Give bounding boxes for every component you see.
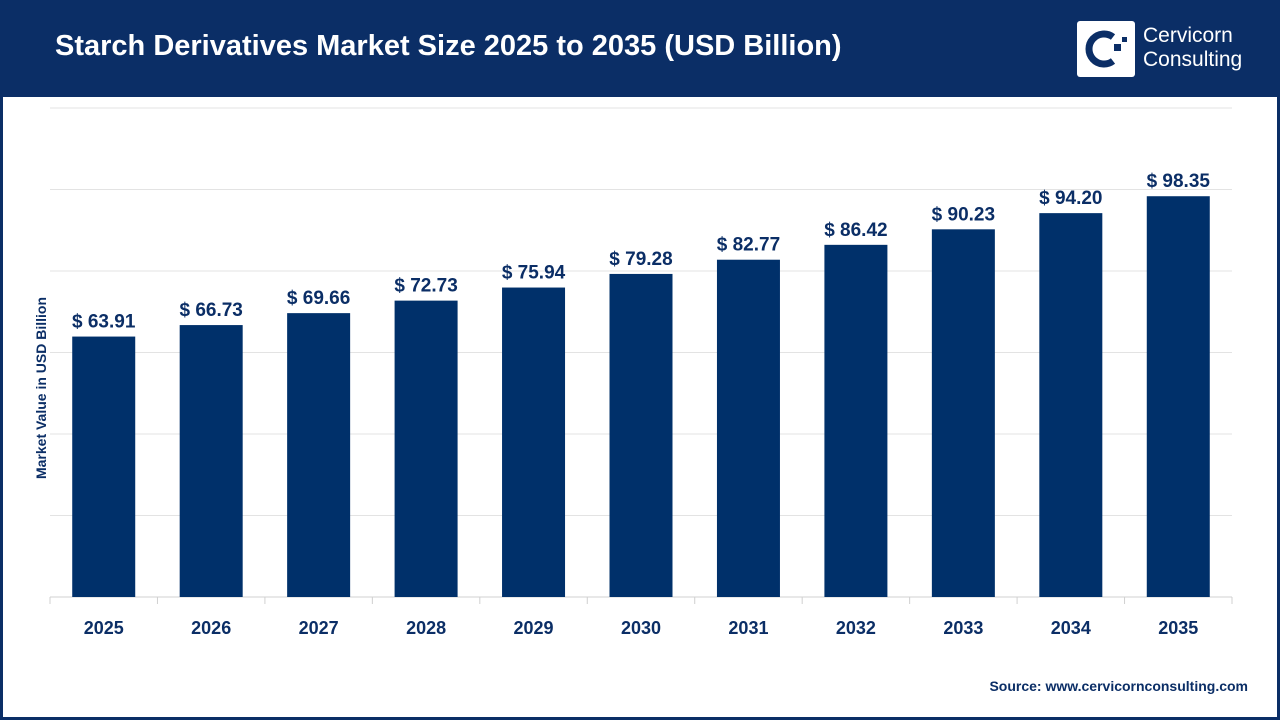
x-tick-label: 2028 [406, 618, 446, 638]
x-tick-label: 2030 [621, 618, 661, 638]
cervicorn-logo-icon [1077, 21, 1135, 77]
x-tick-label: 2031 [728, 618, 768, 638]
data-label: $ 66.73 [179, 300, 242, 321]
data-label: $ 90.23 [932, 204, 995, 225]
x-tick-label: 2033 [943, 618, 983, 638]
data-label: $ 75.94 [502, 263, 566, 284]
logo-text-line2: Consulting [1143, 48, 1243, 71]
bar-2030 [609, 273, 673, 597]
chart-title: Starch Derivatives Market Size 2025 to 2… [55, 30, 842, 62]
logo-text-line1: Cervicorn [1143, 24, 1233, 47]
bar-2029 [502, 287, 566, 597]
bar-2031 [716, 259, 780, 597]
x-tick-label: 2034 [1051, 618, 1091, 638]
data-label: $ 98.35 [1147, 171, 1211, 192]
bar-2028 [394, 300, 458, 597]
logo-text: Cervicorn Consulting [1143, 24, 1242, 72]
data-label: $ 72.73 [394, 276, 457, 297]
data-label: $ 86.42 [824, 220, 887, 241]
data-label: $ 63.91 [72, 312, 136, 333]
x-tick-label: 2029 [514, 618, 554, 638]
bar-2027 [287, 313, 351, 597]
source-text: Source: www.cervicornconsulting.com [989, 678, 1248, 694]
x-tick-label: 2027 [299, 618, 339, 638]
bar-2026 [179, 325, 243, 597]
bar-2034 [1039, 213, 1103, 597]
header-banner: Starch Derivatives Market Size 2025 to 2… [0, 0, 1280, 97]
x-tick-label: 2026 [191, 618, 231, 638]
x-tick-label: 2035 [1158, 618, 1198, 638]
data-label: $ 79.28 [609, 249, 672, 270]
x-tick-label: 2032 [836, 618, 876, 638]
bar-2035 [1146, 196, 1210, 597]
x-tick-label: 2025 [84, 618, 124, 638]
y-axis-label: Market Value in USD Billion [33, 296, 49, 480]
data-label: $ 69.66 [287, 288, 350, 309]
data-label: $ 82.77 [717, 235, 780, 256]
bar-2025 [72, 336, 136, 597]
bar-2032 [824, 244, 888, 597]
bar-2033 [931, 229, 995, 597]
data-label: $ 94.20 [1039, 188, 1102, 209]
